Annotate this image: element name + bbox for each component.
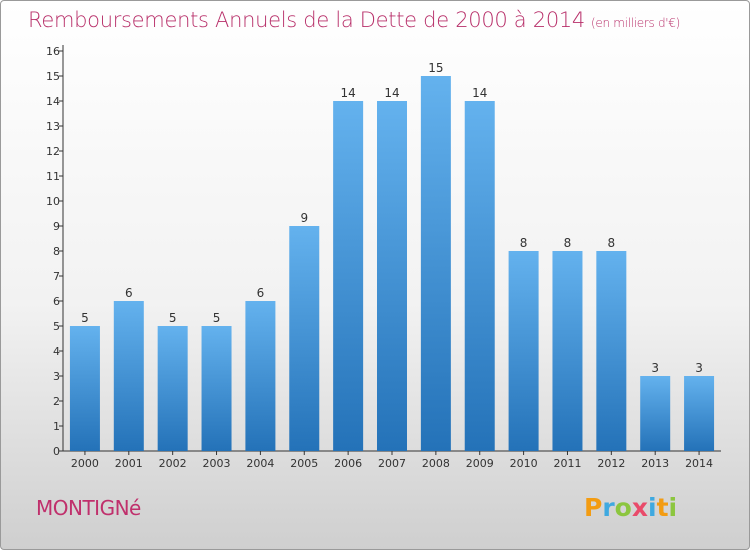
chart-unit: (en milliers d'€) [591,16,681,30]
data-label: 3 [651,361,659,375]
x-tick-label: 2003 [203,457,231,470]
bar [245,301,276,451]
y-tick-label: 11 [46,170,60,183]
chart-title-text: Remboursements Annuels de la Dette de 20… [28,8,585,32]
y-tick-label: 16 [46,45,60,58]
x-tick-label: 2012 [597,457,625,470]
bar [157,326,188,451]
data-label: 8 [564,236,572,250]
data-label: 3 [695,361,703,375]
bar [552,251,583,451]
bar [508,251,539,451]
bar [113,301,144,451]
x-tick-label: 2002 [159,457,187,470]
y-tick-label: 7 [53,270,60,283]
bar [377,101,407,451]
x-tick-label: 2000 [71,457,99,470]
bar [201,326,232,451]
bar [420,76,451,451]
x-tick-label: 2009 [466,457,494,470]
y-tick-label: 4 [53,345,60,358]
x-tick-label: 2011 [553,457,581,470]
y-tick-label: 12 [46,145,60,158]
x-tick-label: 2007 [378,457,406,470]
y-tick-label: 0 [53,445,60,458]
y-tick-label: 13 [46,120,60,133]
data-label: 9 [300,211,308,225]
y-tick-label: 5 [53,320,60,333]
data-label: 6 [125,286,133,300]
y-tick-label: 10 [46,195,60,208]
commune-name: MONTIGNé [36,496,141,520]
bar [333,101,364,451]
y-tick-label: 8 [53,245,60,258]
x-tick-label: 2004 [246,457,274,470]
data-label: 5 [169,311,177,325]
y-tick-label: 2 [53,395,60,408]
data-label: 14 [384,86,399,100]
y-tick-label: 15 [46,70,60,83]
y-tick-label: 6 [53,295,60,308]
x-tick-label: 2013 [641,457,669,470]
data-label: 14 [340,86,355,100]
x-tick-label: 2008 [422,457,450,470]
bar [596,251,627,451]
data-label: 5 [213,311,221,325]
data-label: 8 [520,236,528,250]
y-tick-label: 14 [46,95,60,108]
data-label: 8 [608,236,616,250]
data-label: 5 [81,311,89,325]
x-tick-label: 2005 [290,457,318,470]
y-tick-label: 1 [53,420,60,433]
y-tick-label: 9 [53,220,60,233]
data-label: 15 [428,61,443,75]
x-tick-label: 2014 [685,457,713,470]
x-tick-label: 2006 [334,457,362,470]
data-label: 6 [257,286,265,300]
x-tick-label: 2001 [115,457,143,470]
bar [464,101,495,451]
svg-text:Proxiti: Proxiti [584,493,677,522]
bar [640,376,671,451]
bars: 5 6 5 5 6 9 14 14 15 14 8 8 8 3 3 [69,61,715,451]
bar [289,226,320,451]
x-tick-label: 2010 [510,457,538,470]
bar [684,376,715,451]
chart-title: Remboursements Annuels de la Dette de 20… [28,8,680,32]
data-label: 14 [472,86,487,100]
proxiti-logo: Proxiti [584,493,677,522]
y-tick-label: 3 [53,370,60,383]
bar [69,326,100,451]
